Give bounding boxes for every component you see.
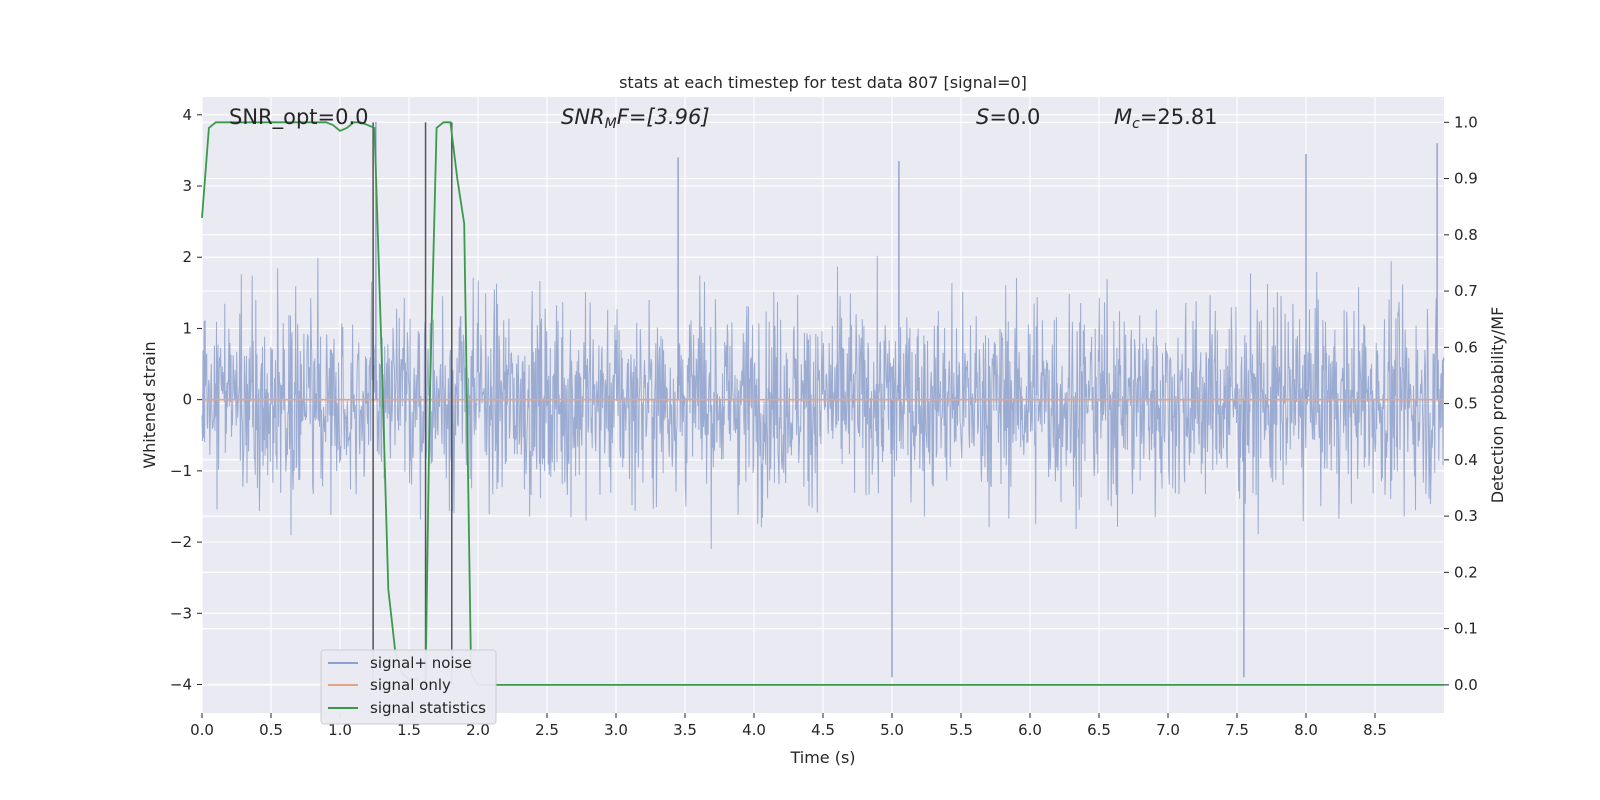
y-left-axis-label: Whitened strain <box>140 341 159 468</box>
x-tick-label: 2.0 <box>466 721 490 739</box>
y-right-tick-label: 0.2 <box>1454 563 1478 581</box>
x-tick-label: 8.5 <box>1363 721 1387 739</box>
y-left-tick-label: 2 <box>182 248 192 266</box>
y-left-axis-ticks: 4 3 2 1 0 −1 −2 −3 −4 <box>170 106 202 694</box>
vertical-markers <box>372 122 453 685</box>
chart-title: stats at each timestep for test data 807… <box>619 73 1027 92</box>
x-tick-label: 4.5 <box>811 721 835 739</box>
x-tick-label: 3.0 <box>604 721 628 739</box>
legend-label-signal-statistics: signal statistics <box>370 699 486 717</box>
x-tick-label: 5.0 <box>880 721 904 739</box>
y-left-tick-label: −2 <box>170 533 192 551</box>
y-right-tick-label: 0.7 <box>1454 282 1478 300</box>
y-right-tick-label: 0.5 <box>1454 395 1478 413</box>
x-tick-label: 8.0 <box>1294 721 1318 739</box>
y-left-tick-label: −3 <box>170 604 192 622</box>
x-tick-label: 3.5 <box>673 721 697 739</box>
y-right-tick-label: 0.3 <box>1454 507 1478 525</box>
signal-plus-noise-series <box>201 121 1445 678</box>
annotation-snr-mf: SNRMF=[3.96] <box>561 105 710 132</box>
x-tick-label: 2.5 <box>535 721 559 739</box>
y-left-tick-label: 1 <box>182 319 192 337</box>
x-tick-label: 1.0 <box>328 721 352 739</box>
y-right-tick-label: 0.1 <box>1454 620 1478 638</box>
x-tick-label: 1.5 <box>397 721 421 739</box>
y-left-tick-label: 3 <box>182 177 192 195</box>
x-tick-label: 7.5 <box>1225 721 1249 739</box>
annotation-snr-opt: SNR_opt=0.0 <box>229 105 369 130</box>
y-right-tick-label: 1.0 <box>1454 113 1478 131</box>
annotation-s: S=0.0 <box>976 105 1040 129</box>
legend: signal+ noise signal only signal statist… <box>320 649 497 725</box>
y-left-tick-label: −4 <box>170 676 192 694</box>
x-tick-label: 4.0 <box>742 721 766 739</box>
x-tick-label: 6.0 <box>1018 721 1042 739</box>
y-right-tick-label: 0.8 <box>1454 226 1478 244</box>
legend-label-signal-only: signal only <box>370 676 451 694</box>
legend-label-signal-noise: signal+ noise <box>370 654 472 672</box>
x-tick-label: 0.0 <box>190 721 214 739</box>
y-right-axis-ticks: 1.0 0.9 0.8 0.7 0.6 0.5 0.4 0.3 0.2 0.1 0.0 <box>1444 113 1478 694</box>
x-tick-label: 5.5 <box>949 721 973 739</box>
y-right-tick-label: 0.9 <box>1454 170 1478 188</box>
legend-box <box>320 649 497 725</box>
annotation-mc: Mc=25.81 <box>1114 105 1218 132</box>
x-tick-label: 7.0 <box>1156 721 1180 739</box>
y-left-tick-label: 4 <box>182 106 192 124</box>
y-left-tick-label: 0 <box>182 391 192 409</box>
x-axis-label: Time (s) <box>789 748 855 767</box>
x-tick-label: 6.5 <box>1087 721 1111 739</box>
x-tick-label: 0.5 <box>259 721 283 739</box>
signal-plus-noise-line <box>201 255 1445 550</box>
y-right-tick-label: 0.0 <box>1454 676 1478 694</box>
y-right-axis-label: Detection probability/MF <box>1488 307 1507 504</box>
y-right-tick-label: 0.4 <box>1454 451 1478 469</box>
y-right-tick-label: 0.6 <box>1454 338 1478 356</box>
x-axis-ticks: 0.0 0.5 1.0 1.5 2.0 2.5 3.0 3.5 4.0 4.5 5.0 5.5 6.0 6… <box>190 713 1387 739</box>
y-left-tick-label: −1 <box>170 462 192 480</box>
